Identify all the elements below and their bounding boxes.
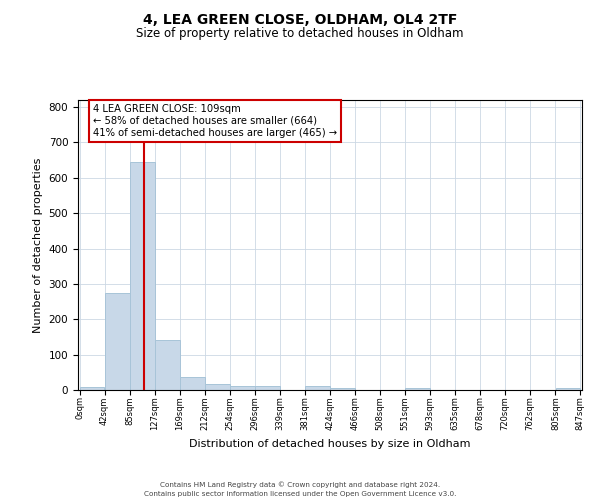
Y-axis label: Number of detached properties: Number of detached properties <box>33 158 43 332</box>
Text: Size of property relative to detached houses in Oldham: Size of property relative to detached ho… <box>136 28 464 40</box>
Text: Contains HM Land Registry data © Crown copyright and database right 2024.: Contains HM Land Registry data © Crown c… <box>160 481 440 488</box>
Bar <box>331 388 355 390</box>
X-axis label: Distribution of detached houses by size in Oldham: Distribution of detached houses by size … <box>189 438 471 448</box>
Bar <box>80 387 104 390</box>
Bar <box>130 162 155 390</box>
Text: 4, LEA GREEN CLOSE, OLDHAM, OL4 2TF: 4, LEA GREEN CLOSE, OLDHAM, OL4 2TF <box>143 12 457 26</box>
Bar <box>230 386 254 390</box>
Bar <box>255 386 280 390</box>
Text: 4 LEA GREEN CLOSE: 109sqm
← 58% of detached houses are smaller (664)
41% of semi: 4 LEA GREEN CLOSE: 109sqm ← 58% of detac… <box>93 104 337 138</box>
Bar <box>406 388 430 390</box>
Bar <box>180 376 205 390</box>
Bar <box>155 340 179 390</box>
Bar <box>104 292 130 390</box>
Text: Contains public sector information licensed under the Open Government Licence v3: Contains public sector information licen… <box>144 491 456 497</box>
Bar <box>205 384 230 390</box>
Bar <box>556 388 580 390</box>
Bar <box>305 386 330 390</box>
